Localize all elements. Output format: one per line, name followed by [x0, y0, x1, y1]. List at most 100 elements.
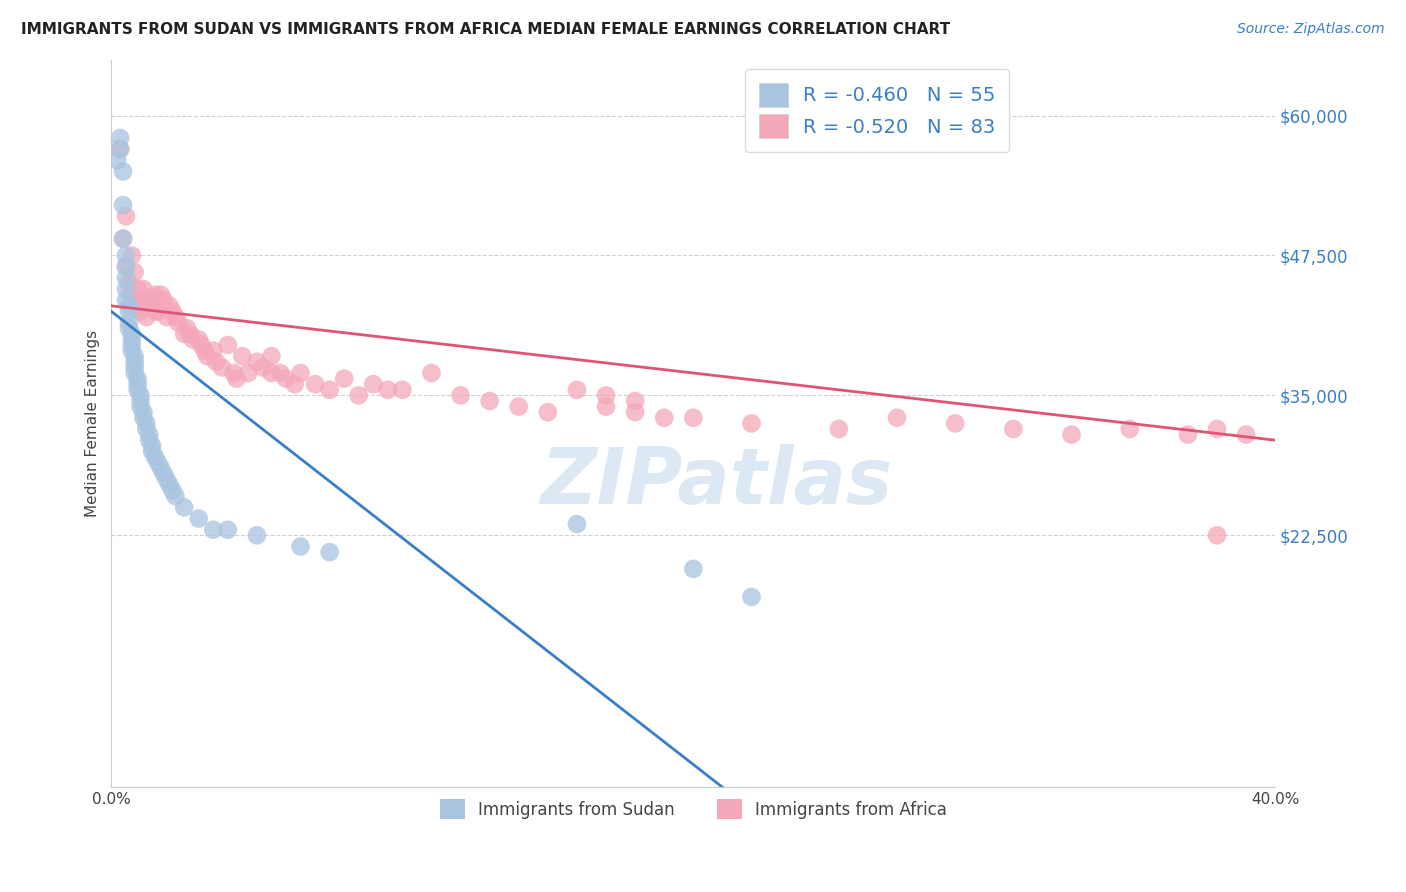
Point: [141, 444, 163, 458]
Point: [129, 388, 152, 402]
Point: [624, 394, 647, 409]
Point: [124, 293, 146, 308]
Point: [118, 304, 141, 318]
Point: [377, 383, 399, 397]
Point: [156, 310, 179, 324]
Point: [173, 326, 195, 341]
Point: [167, 316, 190, 330]
Point: [115, 209, 138, 223]
Point: [112, 198, 135, 212]
Point: [121, 326, 143, 341]
Point: [260, 366, 283, 380]
Point: [115, 260, 138, 274]
Point: [132, 282, 155, 296]
Point: [115, 271, 138, 285]
Point: [269, 366, 291, 380]
Point: [124, 265, 146, 279]
Point: [246, 355, 269, 369]
Point: [124, 366, 146, 380]
Point: [127, 383, 149, 397]
Point: [682, 562, 704, 576]
Point: [132, 405, 155, 419]
Point: [179, 326, 201, 341]
Point: [118, 299, 141, 313]
Point: [129, 394, 152, 409]
Point: [112, 232, 135, 246]
Point: [173, 500, 195, 515]
Point: [236, 366, 259, 380]
Point: [187, 333, 209, 347]
Point: [333, 371, 356, 385]
Point: [149, 461, 172, 475]
Point: [181, 333, 204, 347]
Point: [115, 282, 138, 296]
Point: [135, 417, 157, 431]
Point: [112, 232, 135, 246]
Point: [138, 427, 160, 442]
Point: [127, 377, 149, 392]
Point: [124, 360, 146, 375]
Point: [508, 400, 530, 414]
Point: [304, 377, 326, 392]
Point: [162, 483, 184, 498]
Point: [108, 142, 131, 156]
Point: [121, 343, 143, 358]
Point: [1206, 422, 1229, 436]
Point: [121, 248, 143, 262]
Point: [115, 248, 138, 262]
Point: [124, 349, 146, 363]
Point: [225, 371, 247, 385]
Point: [595, 400, 617, 414]
Point: [740, 590, 762, 604]
Point: [231, 349, 253, 363]
Point: [129, 304, 152, 318]
Point: [682, 410, 704, 425]
Point: [537, 405, 560, 419]
Point: [115, 293, 138, 308]
Point: [149, 287, 172, 301]
Point: [624, 405, 647, 419]
Point: [162, 304, 184, 318]
Point: [135, 422, 157, 436]
Point: [124, 355, 146, 369]
Point: [478, 394, 501, 409]
Point: [450, 388, 472, 402]
Point: [112, 164, 135, 178]
Point: [143, 304, 166, 318]
Point: [108, 131, 131, 145]
Point: [190, 338, 212, 352]
Point: [121, 287, 143, 301]
Point: [1119, 422, 1142, 436]
Legend: Immigrants from Sudan, Immigrants from Africa: Immigrants from Sudan, Immigrants from A…: [433, 792, 953, 826]
Point: [159, 478, 181, 492]
Point: [391, 383, 413, 397]
Point: [121, 338, 143, 352]
Point: [565, 383, 588, 397]
Point: [347, 388, 370, 402]
Point: [156, 472, 179, 486]
Point: [205, 355, 228, 369]
Point: [165, 310, 187, 324]
Text: Source: ZipAtlas.com: Source: ZipAtlas.com: [1237, 22, 1385, 37]
Point: [595, 388, 617, 402]
Point: [943, 417, 966, 431]
Point: [284, 377, 307, 392]
Point: [222, 366, 245, 380]
Text: IMMIGRANTS FROM SUDAN VS IMMIGRANTS FROM AFRICA MEDIAN FEMALE EARNINGS CORRELATI: IMMIGRANTS FROM SUDAN VS IMMIGRANTS FROM…: [21, 22, 950, 37]
Point: [565, 517, 588, 532]
Point: [290, 366, 312, 380]
Point: [146, 456, 169, 470]
Point: [740, 417, 762, 431]
Point: [108, 142, 131, 156]
Point: [217, 523, 239, 537]
Point: [129, 293, 152, 308]
Point: [886, 410, 908, 425]
Point: [159, 299, 181, 313]
Point: [211, 360, 233, 375]
Point: [202, 523, 225, 537]
Point: [187, 511, 209, 525]
Point: [318, 545, 340, 559]
Point: [193, 343, 215, 358]
Point: [202, 343, 225, 358]
Point: [135, 310, 157, 324]
